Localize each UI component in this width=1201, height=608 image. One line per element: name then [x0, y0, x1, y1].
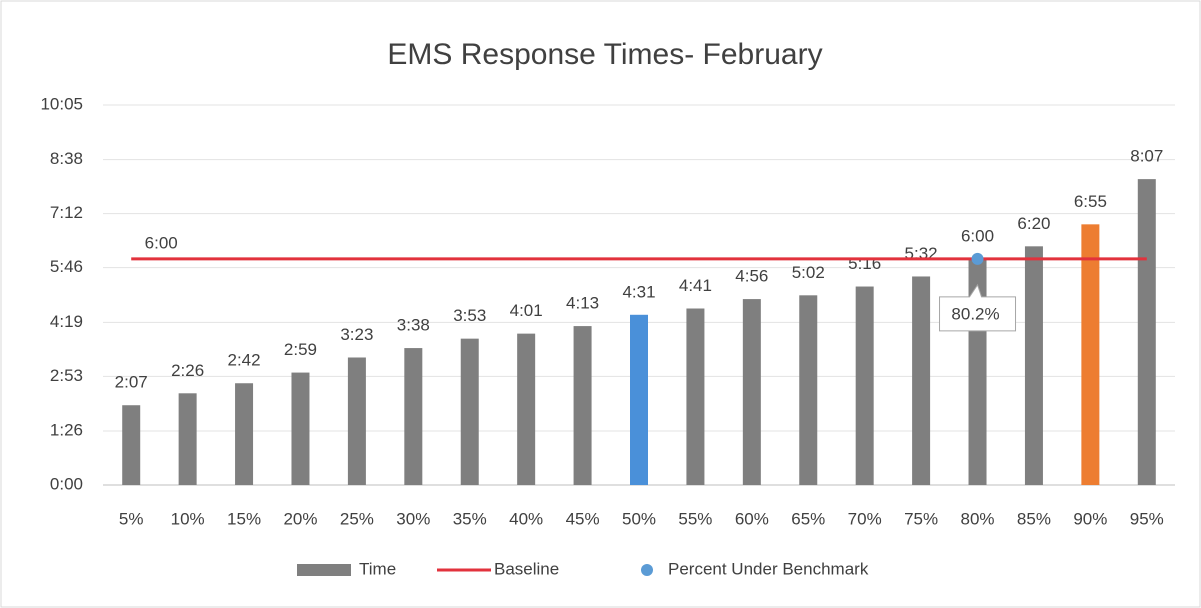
y-tick-label: 4:19 — [50, 312, 83, 331]
x-tick-label: 95% — [1130, 509, 1164, 528]
data-label: 2:59 — [284, 340, 317, 359]
chart-title: EMS Response Times- February — [387, 38, 822, 71]
data-label: 4:01 — [510, 301, 543, 320]
point — [971, 252, 984, 265]
x-tick-label: 60% — [735, 509, 769, 528]
legend-swatch — [297, 564, 351, 576]
bar — [404, 348, 423, 485]
y-tick-label: 10:05 — [40, 94, 83, 113]
legend-label: Percent Under Benchmark — [668, 559, 869, 578]
bar — [630, 314, 648, 485]
data-label: 4:56 — [735, 267, 768, 286]
bar — [347, 357, 366, 485]
bar — [517, 333, 536, 485]
x-tick-label: 85% — [1017, 509, 1051, 528]
y-tick-label: 8:38 — [50, 149, 83, 168]
bar — [742, 299, 761, 485]
bar — [686, 308, 705, 485]
x-tick-label: 45% — [566, 509, 600, 528]
data-label: 3:38 — [397, 316, 430, 335]
x-tick-label: 75% — [904, 509, 938, 528]
bar — [855, 286, 874, 485]
data-label: 4:41 — [679, 276, 712, 295]
data-label: 6:00 — [145, 233, 178, 252]
bar — [291, 372, 310, 485]
y-tick-label: 1:26 — [50, 420, 83, 439]
x-tick-label: 70% — [848, 509, 882, 528]
x-tick-label: 30% — [396, 509, 430, 528]
data-label: 3:23 — [340, 325, 373, 344]
bar — [122, 405, 141, 485]
data-label: 4:13 — [566, 294, 599, 313]
callout-box — [939, 283, 1017, 332]
x-tick-label: 20% — [283, 509, 317, 528]
bar — [1024, 246, 1043, 485]
x-tick-label: 65% — [791, 509, 825, 528]
data-label: 6:55 — [1074, 192, 1107, 211]
bar — [573, 326, 592, 485]
legend-label: Baseline — [494, 559, 559, 578]
x-tick-label: 40% — [509, 509, 543, 528]
data-label: 6:20 — [1017, 214, 1050, 233]
data-label: 3:53 — [453, 306, 486, 325]
y-tick-label: 7:12 — [50, 203, 83, 222]
data-label: 4:31 — [622, 282, 655, 301]
x-tick-label: 35% — [453, 509, 487, 528]
bar — [178, 393, 197, 485]
data-label: 2:42 — [228, 351, 261, 370]
x-tick-label: 55% — [678, 509, 712, 528]
x-tick-label: 50% — [622, 509, 656, 528]
y-tick-label: 0:00 — [50, 474, 83, 493]
data-label: 8:07 — [1130, 147, 1163, 166]
bar — [799, 295, 818, 485]
data-label: 5:02 — [792, 263, 825, 282]
x-tick-label: 10% — [171, 509, 205, 528]
data-label: 2:07 — [115, 373, 148, 392]
legend-swatch — [641, 564, 653, 576]
y-tick-label: 5:46 — [50, 257, 83, 276]
data-label: 2:26 — [171, 361, 204, 380]
callout-label: 80.2% — [951, 304, 999, 323]
data-label: 5:16 — [848, 254, 881, 273]
x-tick-label: 5% — [119, 509, 144, 528]
bar — [1137, 179, 1156, 485]
legend-label: Time — [359, 559, 396, 578]
x-tick-label: 80% — [961, 509, 995, 528]
bar — [235, 383, 254, 485]
x-tick-label: 25% — [340, 509, 374, 528]
x-tick-label: 15% — [227, 509, 261, 528]
x-tick-label: 90% — [1073, 509, 1107, 528]
data-label: 6:00 — [961, 226, 994, 245]
bar — [912, 276, 931, 485]
bar — [460, 338, 479, 485]
y-tick-label: 2:53 — [50, 366, 83, 385]
bar — [1081, 224, 1100, 485]
